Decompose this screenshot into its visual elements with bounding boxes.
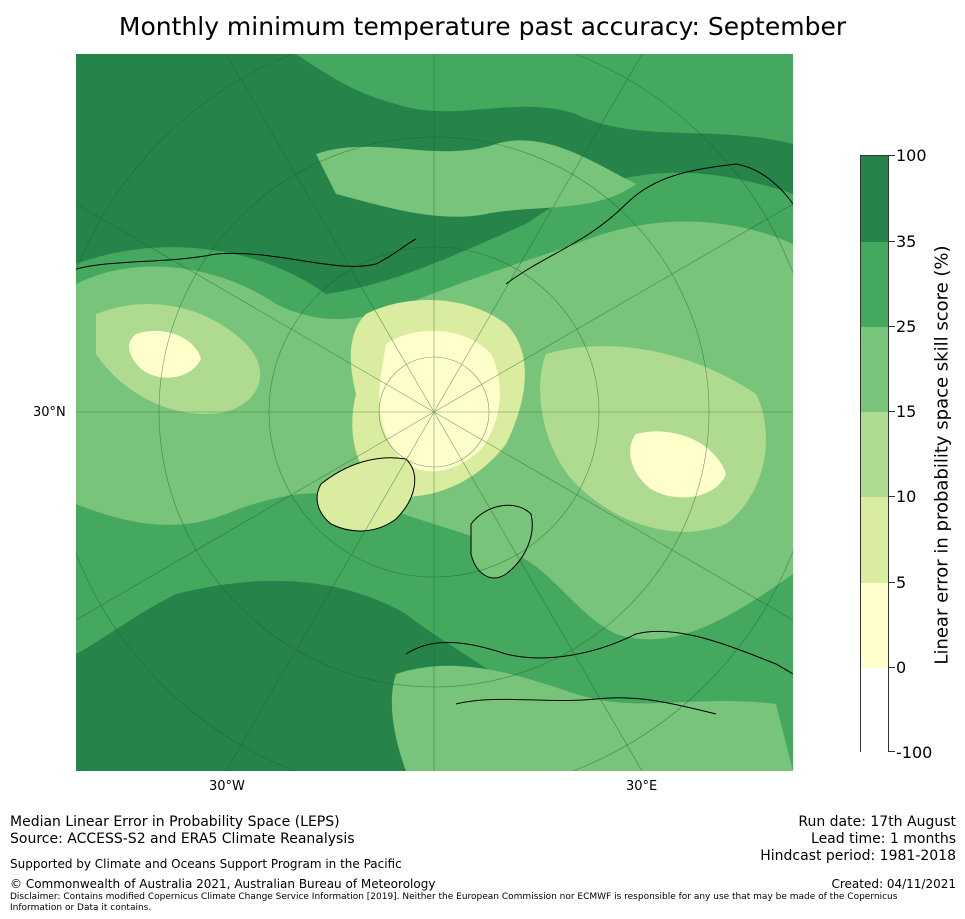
- coastline-america: [76, 238, 417, 270]
- region-cream: [379, 330, 500, 472]
- polar-map: [76, 54, 793, 771]
- colorbar-tick: [889, 326, 895, 327]
- colorbar-tick: [889, 241, 895, 242]
- colorbar-segment: [861, 242, 888, 327]
- colorbar-tick-label: 0: [896, 658, 907, 677]
- colorbar-tick: [889, 582, 895, 583]
- region-mid-north: [296, 54, 793, 144]
- coastline-asia: [505, 163, 793, 285]
- region-cream-east: [630, 431, 726, 498]
- footer-run-date: Run date: 17th August: [798, 814, 956, 830]
- lon-label-30e: 30°E: [626, 779, 658, 794]
- coastline-mediterranean: [455, 697, 717, 715]
- footer-hindcast: Hindcast period: 1981-2018: [760, 848, 956, 864]
- colorbar: [860, 155, 889, 752]
- colorbar-tick-label: 25: [896, 317, 917, 336]
- colorbar-tick-label: 100: [896, 146, 927, 165]
- coastline-europe: [405, 630, 793, 675]
- colorbar-tick-label: 15: [896, 402, 917, 421]
- colorbar-segment: [861, 327, 888, 412]
- colorbar-tick: [889, 155, 895, 156]
- footer-supported: Supported by Climate and Oceans Support …: [10, 857, 402, 871]
- colorbar-tick-label: 5: [896, 573, 907, 592]
- footer-created: Created: 04/11/2021: [831, 877, 956, 891]
- footer-copyright: © Commonwealth of Australia 2021, Austra…: [10, 877, 436, 891]
- colorbar-segment: [861, 583, 888, 668]
- colorbar-segment: [861, 412, 888, 497]
- chart-title: Monthly minimum temperature past accurac…: [118, 12, 847, 41]
- footer-leps: Median Linear Error in Probability Space…: [10, 814, 340, 830]
- graticule: [76, 54, 793, 771]
- colorbar-tick: [889, 667, 895, 668]
- lon-label-30w: 30°W: [209, 779, 245, 794]
- region-light-south: [391, 665, 793, 771]
- greenland: [316, 457, 416, 532]
- colorbar-tick-label: -100: [896, 743, 933, 762]
- colorbar-segment: [861, 156, 888, 242]
- colorbar-tick: [889, 751, 895, 752]
- colorbar-axis-label: Linear error in probability space skill …: [931, 245, 953, 665]
- region-light-north: [316, 140, 636, 217]
- footer-source: Source: ACCESS-S2 and ERA5 Climate Reana…: [10, 831, 355, 847]
- footer-disclaimer: Disclaimer: Contains modified Copernicus…: [10, 892, 898, 913]
- colorbar-tick-label: 10: [896, 487, 917, 506]
- colorbar-tick: [889, 411, 895, 412]
- colorbar-segment: [861, 497, 888, 583]
- scandinavia: [470, 504, 533, 579]
- colorbar-tick: [889, 496, 895, 497]
- colorbar-segment: [861, 668, 888, 752]
- footer-lead-time: Lead time: 1 months: [811, 831, 956, 847]
- colorbar-tick-label: 35: [896, 232, 917, 251]
- lat-label-30n: 30°N: [33, 405, 66, 420]
- map-canvas: [76, 54, 793, 771]
